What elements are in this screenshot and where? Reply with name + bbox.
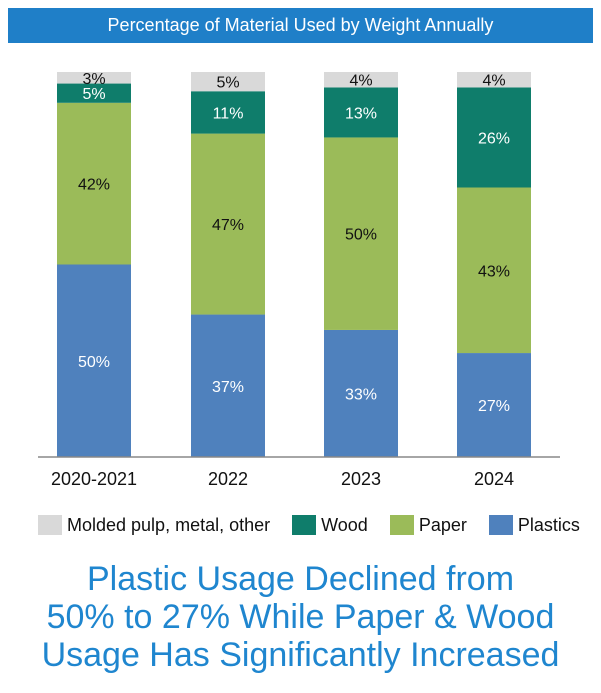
data-label: 26% — [478, 130, 510, 147]
bar-segment-molded-pulp-metal-other-2023 — [324, 72, 398, 88]
bar-segment-plastics-2024 — [457, 353, 531, 457]
legend-label-wood: Wood — [321, 514, 368, 535]
bar-segment-wood-2022 — [191, 91, 265, 134]
legend-swatch-paper — [389, 515, 414, 535]
x-tick-label: 2020-2021 — [51, 469, 137, 489]
bar-segment-wood-2020-2021 — [57, 83, 131, 103]
chart-title: Percentage of Material Used by Weight An… — [8, 8, 593, 43]
data-label: 33% — [345, 386, 377, 403]
data-label: 11% — [213, 105, 244, 122]
bar-segment-plastics-2020-2021 — [57, 264, 131, 457]
bar-segment-wood-2023 — [324, 87, 398, 138]
x-tick-label: 2024 — [474, 469, 514, 489]
bar-segment-molded-pulp-metal-other-2022 — [191, 72, 265, 92]
data-label: 43% — [478, 263, 510, 280]
x-tick-label: 2022 — [208, 469, 248, 489]
legend-item-wood: Wood — [292, 515, 368, 536]
stacked-bar-chart: 50%42%5%3%2020-202137%47%11%5%202233%50%… — [38, 71, 560, 489]
data-label: 42% — [78, 177, 110, 194]
data-label: 5% — [82, 86, 105, 103]
legend-label-paper: Paper — [418, 514, 467, 535]
legend-swatch-plastics — [488, 515, 513, 535]
headline-line-1: Plastic Usage Declined from — [86, 560, 515, 598]
bar-segment-molded-pulp-metal-other-2024 — [457, 72, 531, 88]
data-label: 4% — [349, 73, 372, 90]
legend-item-other: Molded pulp, metal, other — [38, 515, 270, 536]
data-label: 50% — [78, 354, 110, 371]
data-label: 4% — [482, 73, 505, 90]
bar-segment-wood-2024 — [457, 87, 531, 188]
data-label: 50% — [345, 227, 377, 244]
headline-line-2: 50% to 27% While Paper & Wood — [46, 598, 555, 636]
headline-line-3: Usage Has Significantly Increased — [41, 636, 560, 674]
data-label: 3% — [82, 71, 105, 88]
legend-label-plastics: Plastics — [517, 514, 580, 535]
bar-segment-plastics-2023 — [324, 329, 398, 457]
data-label: 27% — [478, 398, 510, 415]
legend-item-paper: Paper — [389, 514, 467, 536]
bar-segment-molded-pulp-metal-other-2020-2021 — [57, 72, 131, 84]
x-tick-label: 2023 — [341, 469, 381, 489]
bar-segment-paper-2023 — [324, 137, 398, 330]
legend-swatch-wood — [292, 515, 317, 535]
data-label: 47% — [212, 217, 244, 234]
headline: Plastic Usage Declined from 50% to 27% W… — [0, 560, 601, 674]
data-label: 13% — [345, 105, 377, 122]
bar-segment-paper-2022 — [191, 133, 265, 315]
data-label: 5% — [216, 75, 239, 92]
bar-segment-plastics-2022 — [191, 314, 265, 457]
legend-swatch-other — [38, 515, 62, 535]
legend-item-plastics: Plastics — [488, 514, 580, 536]
bar-segment-paper-2024 — [457, 187, 531, 354]
chart-legend: Molded pulp, metal, other Wood Paper Pla… — [38, 512, 598, 538]
legend-label-other: Molded pulp, metal, other — [67, 514, 271, 535]
bar-segment-paper-2020-2021 — [57, 102, 131, 265]
data-label: 37% — [212, 379, 244, 396]
